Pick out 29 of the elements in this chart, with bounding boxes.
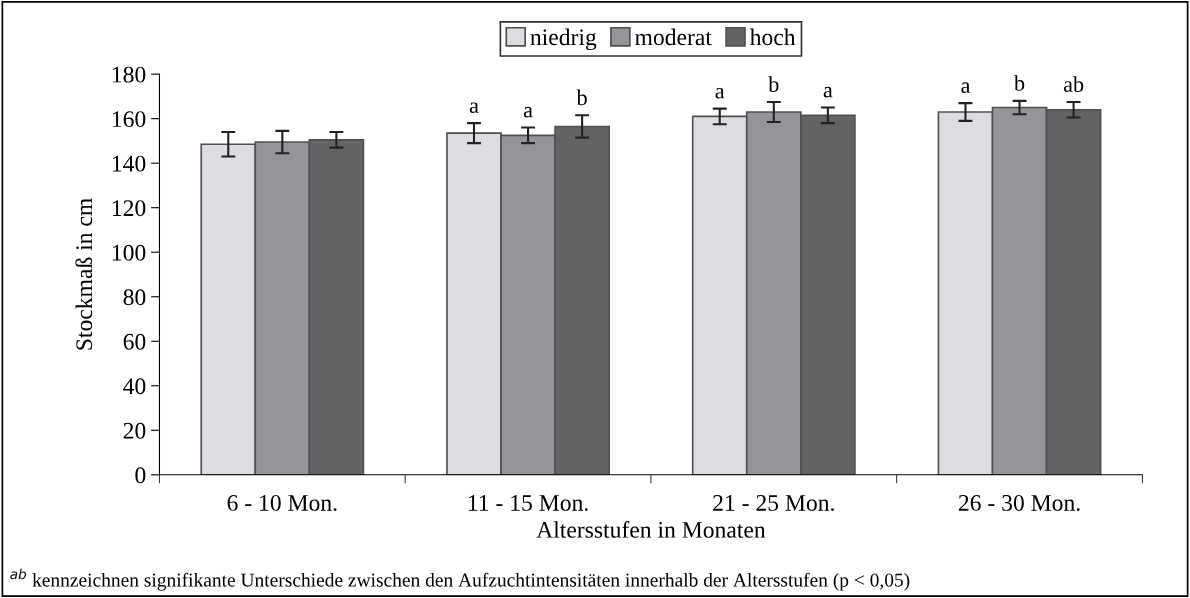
data-label: b bbox=[768, 76, 779, 92]
data-label: a bbox=[823, 86, 833, 98]
data-label: ab bbox=[1063, 76, 1084, 92]
y-tick-label: 140 bbox=[112, 155, 146, 172]
y-tick-label: 0 bbox=[135, 467, 146, 484]
data-label: b bbox=[1013, 75, 1025, 91]
y-tick-label: 20 bbox=[123, 422, 146, 439]
x-tick-label: 11 - 15 Mon. bbox=[468, 495, 588, 511]
y-tick-label: 160 bbox=[112, 111, 146, 128]
legend-label: hoch bbox=[749, 28, 796, 46]
y-tick-label: 100 bbox=[112, 244, 146, 261]
text: $^{ab}$ kennzeichnen signifikante Unterschiede zwischen den Aufzuchtintensitäten innerhalb der Altersstufen (p < 0,05) bbox=[10, 568, 910, 591]
y-tick-label: 120 bbox=[112, 200, 146, 217]
x-tick-label: 26 - 30 Mon. bbox=[958, 494, 1080, 511]
x-axis-title: Altersstufen in Monaten bbox=[536, 520, 766, 538]
data-label: a bbox=[523, 106, 533, 118]
data-label: a bbox=[469, 102, 479, 114]
y-tick-label: 40 bbox=[123, 378, 146, 395]
data-label: a bbox=[715, 87, 725, 99]
y-tick-label: 180 bbox=[112, 66, 146, 83]
y-tick-label: 80 bbox=[123, 289, 146, 306]
x-tick-label: 21 - 25 Mon. bbox=[713, 495, 834, 511]
y-axis-title: Stockmaß in cm bbox=[75, 198, 93, 350]
y-tick-label: 60 bbox=[123, 333, 146, 350]
data-label: b bbox=[576, 89, 587, 106]
data-label: a bbox=[961, 82, 971, 94]
x-tick-label: 6 - 10 Mon. bbox=[227, 494, 337, 511]
legend-label: moderat bbox=[635, 28, 712, 46]
legend-label: niedrig bbox=[530, 28, 597, 51]
